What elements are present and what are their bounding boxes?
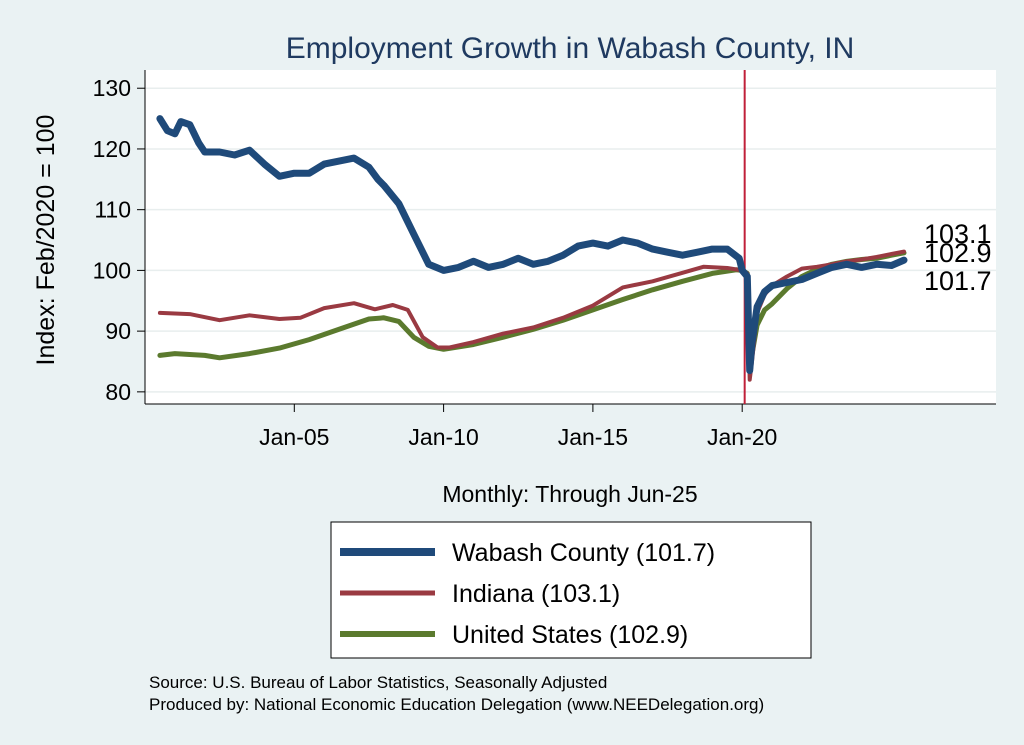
legend-label-indiana: Indiana (103.1) bbox=[452, 580, 620, 608]
gridlines bbox=[145, 87, 996, 393]
series-lines bbox=[156, 115, 908, 382]
series-line-indiana bbox=[157, 249, 906, 382]
y-tick-label: 80 bbox=[105, 379, 131, 405]
produced-by-note: Produced by: National Economic Education… bbox=[149, 695, 764, 714]
series-line-wabash-county bbox=[156, 115, 908, 375]
x-tick-label: Jan-05 bbox=[259, 424, 329, 450]
y-tick-label: 130 bbox=[93, 75, 131, 101]
x-tick-label: Jan-10 bbox=[408, 424, 478, 450]
end-label-united-states: 102.9 bbox=[924, 238, 992, 268]
y-tick-label: 110 bbox=[94, 197, 131, 223]
axes: 80 90 100 110 120 130 Jan-05 Jan-10 Jan-15 Jan-20 bbox=[93, 70, 996, 450]
y-axis-title: Index: Feb/2020 = 100 bbox=[32, 115, 60, 366]
x-axis-title: Monthly: Through Jun-25 bbox=[442, 481, 697, 507]
x-tick-label: Jan-20 bbox=[707, 424, 777, 450]
legend-label-wabash-county: Wabash County (101.7) bbox=[452, 539, 715, 567]
end-label-wabash-county: 101.7 bbox=[924, 266, 992, 296]
y-tick-label: 100 bbox=[93, 257, 131, 283]
y-tick-label: 120 bbox=[93, 136, 131, 162]
y-tick-label: 90 bbox=[105, 318, 131, 344]
plot-area bbox=[145, 70, 996, 404]
source-note: Source: U.S. Bureau of Labor Statistics,… bbox=[149, 673, 607, 692]
end-label-indiana: 103.1 bbox=[924, 219, 992, 249]
legend-label-united-states: United States (102.9) bbox=[452, 621, 688, 649]
legend: Wabash County (101.7) Indiana (103.1) Unit… bbox=[330, 521, 812, 659]
chart-title: Employment Growth in Wabash County, IN bbox=[286, 32, 855, 65]
x-tick-label: Jan-15 bbox=[558, 424, 628, 450]
